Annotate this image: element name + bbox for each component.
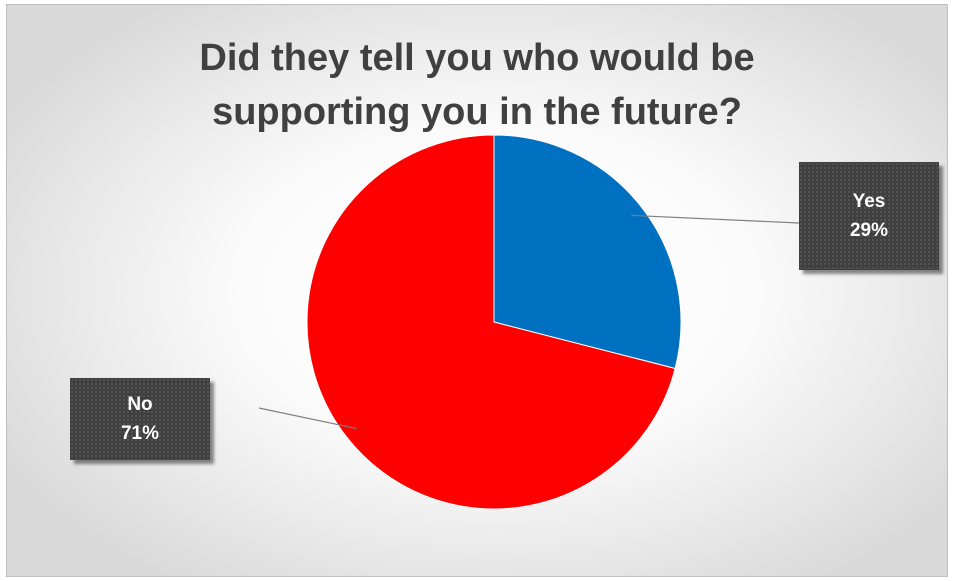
data-label-yes-percent: 29% bbox=[849, 220, 889, 241]
data-label-yes-category: Yes bbox=[852, 191, 886, 212]
leader-line-no bbox=[258, 407, 357, 430]
data-label-no-percent: 71% bbox=[120, 423, 160, 444]
data-label-no-category: No bbox=[127, 394, 153, 415]
chart-title: Did they tell you who would be supportin… bbox=[7, 31, 947, 139]
chart-title-line-2: supporting you in the future? bbox=[212, 91, 742, 133]
pie-slice-no bbox=[306, 134, 676, 510]
pie-chart bbox=[258, 134, 800, 510]
data-label-yes: Yes 29% bbox=[799, 162, 939, 270]
pie-slices bbox=[306, 134, 682, 510]
chart-title-line-1: Did they tell you who would be bbox=[199, 37, 755, 79]
pie-slice-yes bbox=[493, 134, 682, 370]
leader-line-yes bbox=[631, 214, 800, 224]
data-label-no: No 71% bbox=[70, 378, 210, 460]
leader-lines bbox=[258, 214, 800, 430]
chart-area: Did they tell you who would be supportin… bbox=[6, 4, 948, 577]
